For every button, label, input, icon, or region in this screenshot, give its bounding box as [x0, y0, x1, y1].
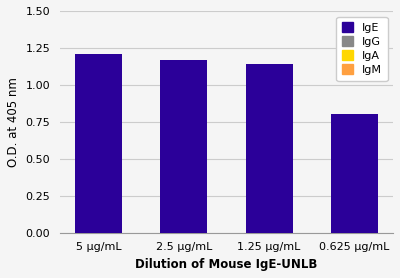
Bar — [75, 232, 122, 233]
Bar — [160, 232, 207, 233]
Bar — [331, 232, 378, 233]
X-axis label: Dilution of Mouse IgE-UNLB: Dilution of Mouse IgE-UNLB — [135, 258, 318, 271]
Bar — [246, 232, 293, 233]
Bar — [246, 232, 293, 233]
Bar — [75, 230, 122, 233]
Bar — [331, 232, 378, 233]
Legend: IgE, IgG, IgA, IgM: IgE, IgG, IgA, IgM — [336, 16, 388, 81]
Bar — [246, 64, 293, 233]
Y-axis label: O.D. at 405 nm: O.D. at 405 nm — [7, 77, 20, 167]
Bar — [160, 232, 207, 233]
Bar — [160, 231, 207, 233]
Bar — [331, 115, 378, 233]
Bar — [246, 232, 293, 233]
Bar — [331, 232, 378, 233]
Bar — [160, 60, 207, 233]
Bar — [75, 232, 122, 233]
Bar — [75, 54, 122, 233]
